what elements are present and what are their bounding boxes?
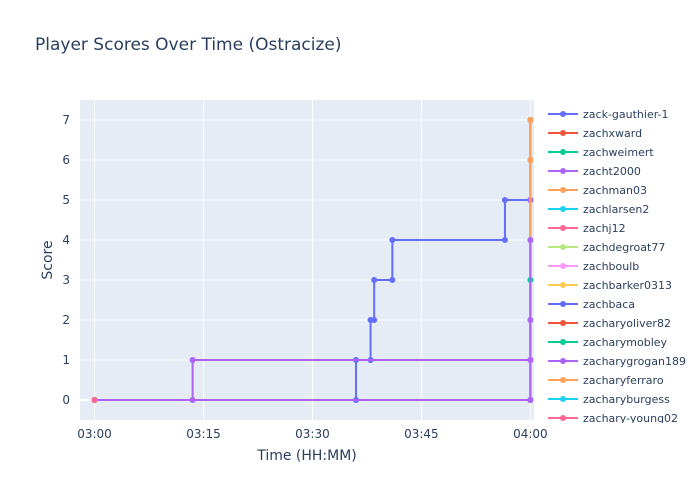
legend-marker: [560, 244, 566, 250]
y-tick-label: 5: [62, 193, 70, 207]
data-point: [189, 357, 196, 363]
legend-item[interactable]: zacharyoliver82: [548, 317, 671, 330]
legend-marker: [560, 301, 566, 307]
x-tick-label: 03:00: [77, 427, 112, 441]
plot-area: [80, 100, 534, 420]
data-point: [527, 157, 534, 163]
data-point: [501, 197, 508, 203]
x-axis-title: Time (HH:MM): [256, 448, 357, 464]
y-tick-label: 6: [62, 153, 70, 167]
legend-marker: [560, 320, 566, 326]
legend-item[interactable]: zacharymobley: [548, 336, 668, 349]
legend-label: zack-gauthier-1: [583, 108, 669, 121]
y-tick-label: 0: [62, 393, 70, 407]
legend-marker: [560, 282, 566, 288]
legend-item[interactable]: zacharyferraro: [548, 374, 664, 387]
legend-label: zacht2000: [583, 165, 641, 178]
legend-marker: [560, 358, 566, 364]
legend-marker: [560, 130, 566, 136]
chart-title: Player Scores Over Time (Ostracize): [35, 35, 342, 55]
legend-label: zachlarsen2: [583, 203, 649, 216]
legend-marker: [560, 396, 566, 402]
legend-item[interactable]: zachman03: [548, 184, 647, 197]
legend-label: zachman03: [583, 184, 647, 197]
legend-marker: [560, 415, 566, 421]
legend-label: zachary-young02: [583, 412, 678, 425]
legend-item[interactable]: zachlarsen2: [548, 203, 649, 216]
legend-label: zachboulb: [583, 260, 639, 273]
legend[interactable]: zack-gauthier-1 zachxward zachweimert zacht…: [548, 108, 686, 425]
legend-item[interactable]: zack-gauthier-1: [548, 108, 669, 121]
data-point: [527, 237, 534, 243]
legend-marker: [560, 111, 566, 117]
y-tick-label: 3: [62, 273, 70, 287]
legend-label: zachj12: [583, 222, 626, 235]
legend-label: zacharyoliver82: [583, 317, 671, 330]
legend-item[interactable]: zachj12: [548, 222, 626, 235]
legend-marker: [560, 377, 566, 383]
x-tick-label: 03:30: [295, 427, 330, 441]
series-zachary-young02: [91, 397, 98, 403]
data-point: [371, 317, 378, 323]
legend-marker: [560, 168, 566, 174]
legend-marker: [560, 149, 566, 155]
legend-label: zachbarker0313: [583, 279, 672, 292]
data-point: [527, 117, 534, 123]
legend-marker: [560, 263, 566, 269]
legend-label: zacharygrogan189: [583, 355, 686, 368]
legend-item[interactable]: zacharyburgess: [548, 393, 670, 406]
x-axis: 03:00 03:15 03:30 03:45 04:00: [77, 427, 547, 441]
y-tick-label: 7: [62, 113, 70, 127]
legend-label: zacharyburgess: [583, 393, 670, 406]
legend-label: zacharyferraro: [583, 374, 664, 387]
legend-item[interactable]: zachbarker0313: [548, 279, 672, 292]
y-tick-label: 2: [62, 313, 70, 327]
y-tick-label: 1: [62, 353, 70, 367]
legend-item[interactable]: zachbaca: [548, 298, 635, 311]
legend-item[interactable]: zachdegroat77: [548, 241, 665, 254]
data-point: [389, 237, 396, 243]
series-layer: [91, 117, 534, 403]
legend-item[interactable]: zacht2000: [548, 165, 641, 178]
legend-label: zacharymobley: [583, 336, 668, 349]
legend-item[interactable]: zachweimert: [548, 146, 654, 159]
legend-item[interactable]: zachboulb: [548, 260, 639, 273]
x-tick-label: 03:15: [186, 427, 221, 441]
legend-label: zachxward: [583, 127, 642, 140]
legend-item[interactable]: zachxward: [548, 127, 642, 140]
legend-label: zachbaca: [583, 298, 635, 311]
legend-item[interactable]: zacharygrogan189: [548, 355, 686, 368]
data-point: [371, 277, 378, 283]
legend-marker: [560, 187, 566, 193]
data-point: [501, 237, 508, 243]
legend-label: zachdegroat77: [583, 241, 665, 254]
y-tick-label: 4: [62, 233, 70, 247]
legend-marker: [560, 225, 566, 231]
legend-marker: [560, 339, 566, 345]
data-point: [527, 397, 534, 403]
y-axis-title: Score: [40, 240, 56, 279]
data-point: [91, 397, 98, 403]
legend-item[interactable]: zachary-young02: [548, 412, 678, 425]
legend-label: zachweimert: [583, 146, 654, 159]
x-tick-label: 03:45: [404, 427, 439, 441]
legend-marker: [560, 206, 566, 212]
y-axis: 0 1 2 3 4 5 6 7: [62, 113, 70, 407]
x-tick-label: 04:00: [513, 427, 548, 441]
data-point: [389, 277, 396, 283]
